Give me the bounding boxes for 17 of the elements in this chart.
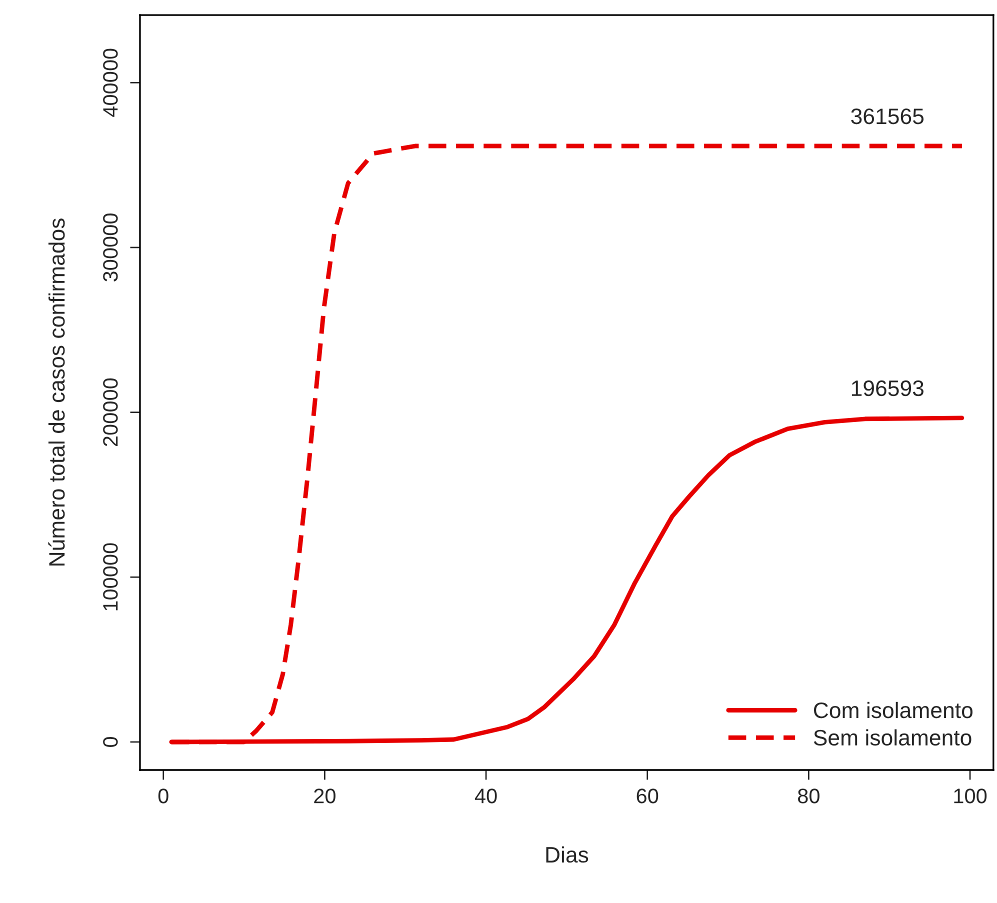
x-tick-label: 60: [636, 788, 658, 804]
y-tick-label: 300000: [103, 214, 118, 282]
y-tick-label: 400000: [103, 48, 118, 117]
y-tick-label: 200000: [103, 378, 118, 446]
annotation: 361565: [851, 108, 924, 124]
legend-label: Sem isolamento: [814, 729, 972, 746]
annotation: 196593: [852, 380, 924, 396]
y-axis-title: Número total de casos confirmados: [48, 218, 65, 566]
legend-label: Com isolamento: [814, 702, 972, 718]
x-tick-label: 100: [954, 788, 987, 804]
x-tick-label: 20: [314, 788, 336, 804]
y-tick-label: 0: [103, 736, 118, 747]
x-tick-label: 40: [474, 788, 497, 804]
x-axis-title: Dias: [546, 846, 588, 863]
y-tick-label: 100000: [103, 543, 118, 610]
x-tick-label: 0: [158, 788, 168, 804]
x-tick-label: 80: [798, 788, 820, 804]
